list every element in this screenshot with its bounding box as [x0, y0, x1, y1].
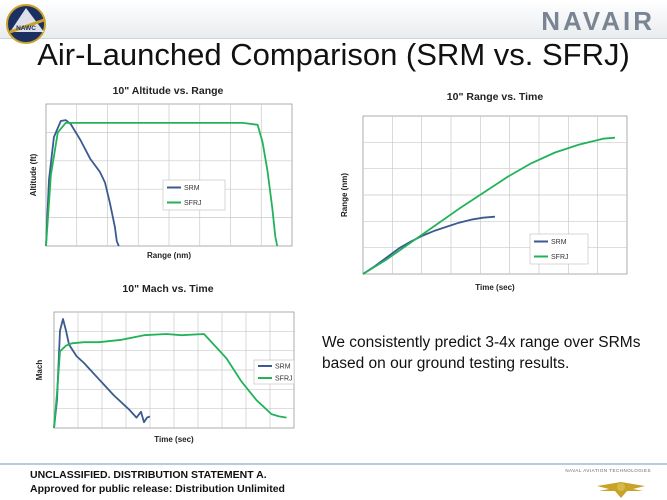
chart-title: 10" Mach vs. Time — [122, 283, 213, 295]
chart-title: 10" Range vs. Time — [447, 91, 544, 103]
header-bar: NAWC NAVAIR — [0, 0, 667, 44]
legend-label-sfrj: SFRJ — [551, 254, 569, 261]
mach-time-svg: 10" Mach vs. Time Time (sec) Mach SRM SFRJ — [35, 283, 295, 444]
legend-box — [253, 359, 295, 385]
footer-divider — [0, 463, 667, 465]
series-line-srm — [53, 318, 151, 429]
legend-box — [162, 179, 226, 211]
legend-label-srm: SRM — [184, 185, 200, 192]
y-axis-label: Range (nm) — [340, 173, 349, 217]
altitude-range-chart: 10" Altitude vs. Range Range (nm) Altitude… — [28, 80, 298, 270]
altitude-range-svg: 10" Altitude vs. Range Range (nm) Altitude… — [29, 85, 293, 260]
series-line-sfrj — [45, 122, 279, 247]
page-title: Air-Launched Comparison (SRM vs. SFRJ) — [37, 37, 630, 72]
series-line-sfrj — [53, 333, 287, 429]
series-line-srm — [362, 215, 496, 275]
y-axis-label: Altitude (ft) — [29, 153, 38, 196]
naval-aviation-technologies-text: NAVAL AVIATION TECHNOLOGIES — [565, 468, 651, 473]
chart-title: 10" Altitude vs. Range — [113, 85, 224, 97]
logo-text: NAWC — [16, 25, 36, 32]
legend-label-srm: SRM — [551, 239, 567, 246]
mach-time-chart: 10" Mach vs. Time Time (sec) Mach SRM SFRJ — [28, 280, 300, 450]
range-time-chart: 10" Range vs. Time Time (sec) Range (nm) SR… — [325, 82, 635, 297]
legend-label-sfrj: SFRJ — [184, 200, 202, 207]
wings-crest-icon — [597, 482, 645, 498]
distribution-line-2: Approved for public release: Distributio… — [30, 483, 285, 495]
x-axis-label: Range (nm) — [147, 251, 191, 260]
x-axis-label: Time (sec) — [475, 283, 515, 292]
legend-label-sfrj: SFRJ — [275, 376, 293, 383]
series-line-srm — [45, 119, 120, 247]
series-line-sfrj — [362, 136, 616, 275]
x-axis-label: Time (sec) — [154, 435, 194, 444]
footer-text: UNCLASSIFIED. DISTRIBUTION STATEMENT A. … — [30, 468, 285, 496]
y-axis-label: Mach — [35, 360, 44, 381]
nawc-logo-icon: NAWC — [6, 4, 46, 44]
distribution-line-1: UNCLASSIFIED. DISTRIBUTION STATEMENT A. — [30, 469, 267, 481]
legend-label-srm: SRM — [275, 364, 291, 371]
legend-box — [529, 233, 589, 265]
range-time-svg: 10" Range vs. Time Time (sec) Range (nm) SR… — [340, 91, 628, 292]
brand-logo: NAVAIR — [541, 6, 655, 36]
summary-note: We consistently predict 3-4x range over … — [322, 334, 641, 372]
